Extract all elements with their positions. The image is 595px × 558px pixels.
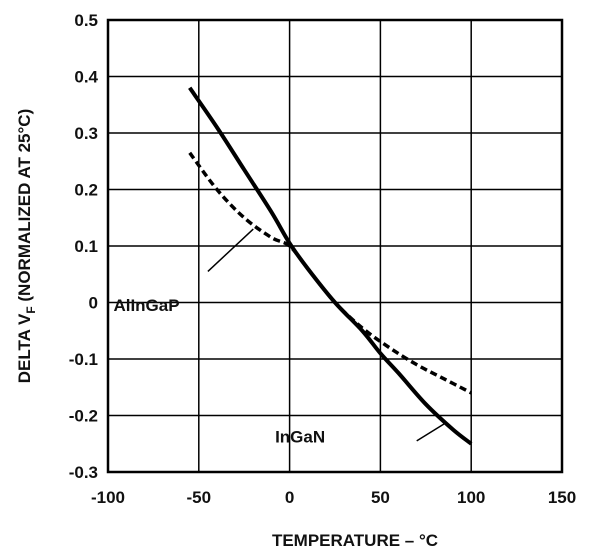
y-tick-label: -0.1 — [69, 350, 98, 369]
y-tick-label: -0.2 — [69, 407, 98, 426]
y-tick-label: -0.3 — [69, 463, 98, 482]
annotation-leaders — [207, 228, 445, 442]
x-tick-label: 50 — [371, 488, 390, 507]
x-tick-label: 100 — [457, 488, 485, 507]
annotation-alingap: AlInGaP — [113, 296, 179, 315]
y-axis-label: DELTA VF (NORMALIZED AT 25°C) — [15, 109, 38, 384]
x-tick-label: -100 — [91, 488, 125, 507]
y-tick-labels: -0.3 -0.2 -0.1 0 0.1 0.2 0.3 0.4 0.5 — [69, 11, 99, 482]
x-tick-label: -50 — [187, 488, 212, 507]
x-tick-labels: -100 -50 0 50 100 150 — [91, 488, 576, 507]
x-tick-label: 0 — [285, 488, 294, 507]
y-tick-label: 0.4 — [74, 68, 98, 87]
y-tick-label: 0.5 — [74, 11, 98, 30]
y-axis-label-subscript: F — [24, 306, 38, 313]
x-tick-label: 150 — [548, 488, 576, 507]
series-line-ingan — [188, 86, 473, 446]
y-tick-label: 0.1 — [74, 237, 98, 256]
annotation-leader-line — [207, 228, 254, 272]
y-axis-label-main: DELTA V — [15, 313, 34, 383]
y-tick-label: 0.2 — [74, 181, 98, 200]
annotation-leader-line — [416, 423, 445, 442]
grid — [108, 20, 562, 472]
y-tick-label: 0.3 — [74, 124, 98, 143]
y-tick-label: 0 — [89, 294, 98, 313]
y-axis-label-suffix: (NORMALIZED AT 25°C) — [15, 109, 34, 307]
annotation-ingan: InGaN — [275, 428, 325, 447]
series-line-alingap — [188, 151, 473, 395]
x-axis-label: TEMPERATURE – °C — [272, 531, 438, 550]
plot-frame — [106, 18, 564, 474]
annotations: AlInGaP InGaN — [113, 296, 325, 447]
series-group — [188, 86, 473, 446]
